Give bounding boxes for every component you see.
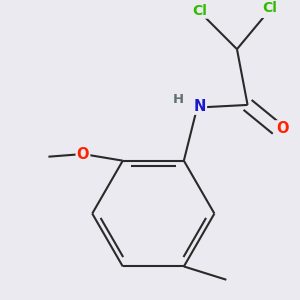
Text: Cl: Cl <box>192 4 207 18</box>
Text: O: O <box>77 146 89 161</box>
Text: Cl: Cl <box>263 1 278 15</box>
Text: N: N <box>194 99 206 114</box>
Text: O: O <box>276 121 288 136</box>
Text: H: H <box>173 93 184 106</box>
